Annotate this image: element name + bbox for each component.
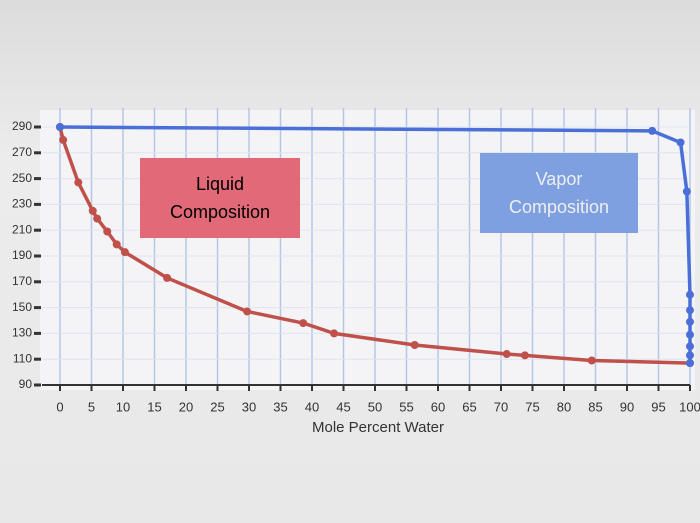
data-point [686,306,694,315]
x-tick-label: 60 [431,399,445,414]
x-tick-label: 10 [116,399,130,414]
data-point [330,329,339,338]
y-tick-label: 230 [12,197,32,211]
y-tick-label: 130 [12,326,32,340]
data-point [112,240,121,249]
x-tick-label: 90 [620,399,634,414]
y-tick-label: 190 [12,248,32,262]
data-point [120,248,129,257]
data-point [74,178,83,187]
x-tick-label: 5 [88,399,95,414]
data-point [648,126,657,135]
x-tick-label: 55 [399,399,413,414]
x-tick-label: 35 [273,399,287,414]
x-tick-label: 70 [494,399,508,414]
y-tick-label: 250 [12,171,32,185]
data-point [88,206,97,215]
x-tick-label: 100 [679,399,700,414]
liquid-label: Liquid Composition [140,158,300,238]
plot-area [40,110,695,390]
x-tick-label: 85 [588,399,602,414]
data-point [682,187,691,196]
data-point [502,350,511,359]
x-tick-label: 0 [56,399,63,414]
x-tick-label: 40 [305,399,319,414]
y-tick-label: 90 [19,377,33,391]
y-tick-label: 290 [12,119,32,133]
y-tick-label: 170 [12,274,32,288]
y-tick-label: 110 [13,351,32,365]
data-point [676,138,685,147]
data-point [56,123,64,131]
y-tick-label: 150 [12,300,32,314]
x-tick-label: 20 [179,399,193,414]
data-point [686,351,694,360]
x-tick-label: 25 [210,399,224,414]
x-tick-label: 75 [525,399,539,414]
data-point [410,341,419,350]
data-point [587,356,596,365]
data-point [163,273,172,282]
y-tick-label: 210 [12,222,32,236]
x-tick-label: 45 [336,399,350,414]
y-tick-label: 270 [12,145,32,159]
x-tick-label: 15 [147,399,161,414]
data-point [686,317,694,326]
vapor-label: Vapor Composition [480,153,638,233]
data-point [103,227,112,236]
x-axis-title: Mole Percent Water [312,419,444,436]
data-point [686,290,694,299]
x-tick-label: 65 [462,399,476,414]
x-tick-label: 30 [242,399,256,414]
x-tick-label: 95 [651,399,665,414]
data-point [686,359,694,368]
data-point [299,319,308,328]
x-tick-label: 50 [368,399,382,414]
data-point [59,135,68,144]
data-point [686,342,694,351]
data-point [93,214,102,223]
data-point [686,330,694,339]
data-point [520,351,529,360]
data-point [243,307,252,316]
x-tick-label: 80 [557,399,571,414]
